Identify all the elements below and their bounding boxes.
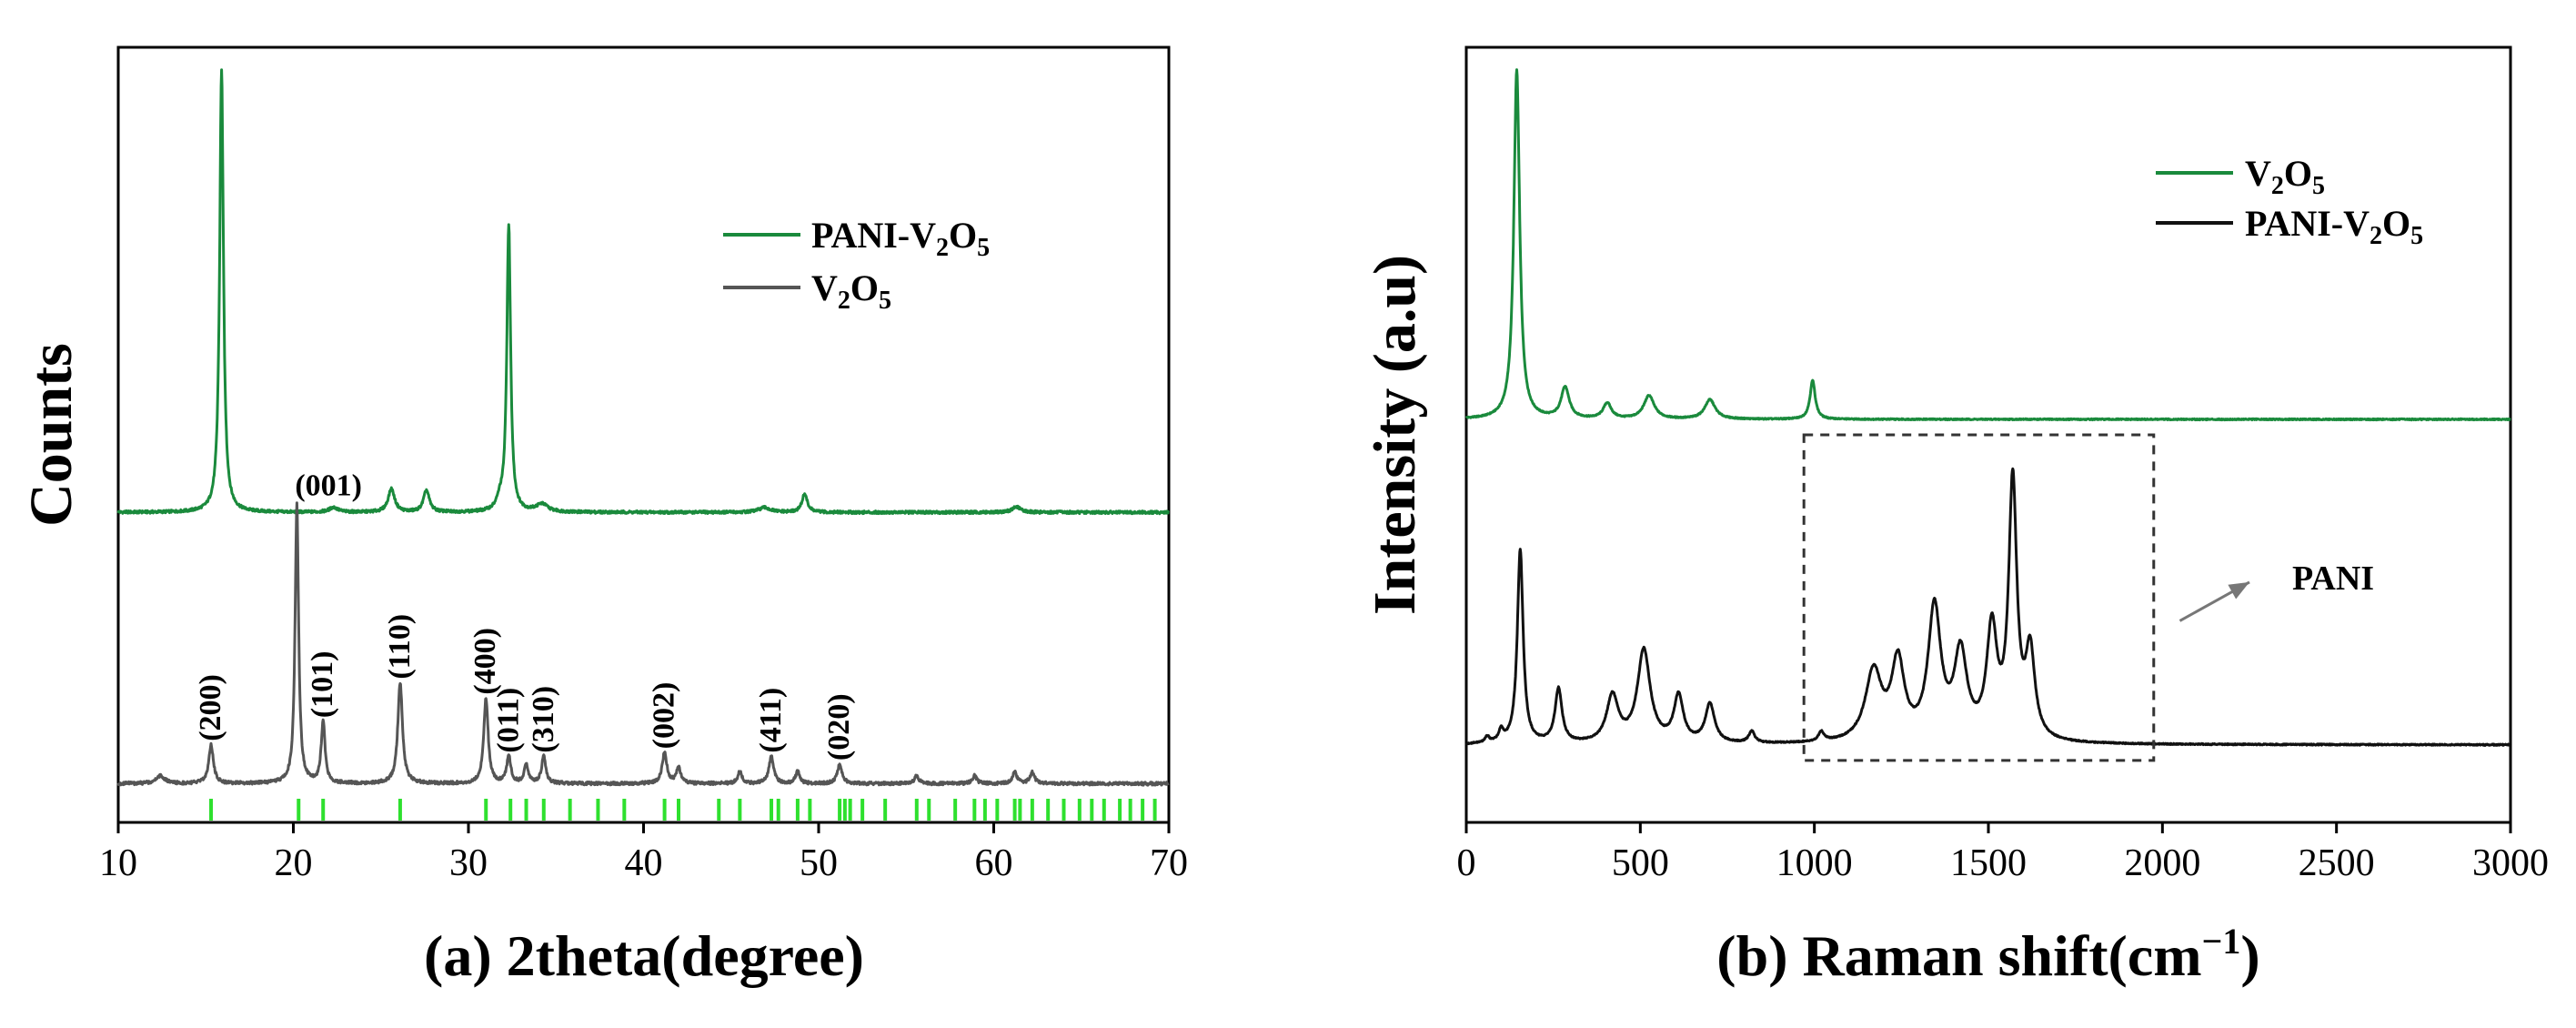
x-tick-label: 40	[625, 842, 663, 884]
x-tick-label: 50	[800, 842, 838, 884]
panel-b-pani-region	[1802, 433, 2156, 762]
peak-label: (020)	[822, 693, 856, 761]
pani-region-dashed-box	[1802, 433, 2156, 762]
legend-a-green-label: PANI-V2O5	[811, 215, 990, 262]
panel-a-peak-labels: (200) (001) (101) (110) (400)(011) (310) (002)…	[194, 469, 856, 761]
peak-label: (400)	[468, 628, 502, 695]
series-v2o5-line	[116, 501, 1170, 787]
peak-label: (011)	[491, 688, 525, 753]
panel-b-legend: V2O5 PANI-V2O5	[2156, 153, 2423, 250]
peak-label: (001)	[295, 469, 362, 503]
panel-a-x-axis-ticks: 10 20 30 40 50 60 70	[99, 822, 1188, 884]
x-tick-label: 60	[975, 842, 1013, 884]
x-tick-label: 70	[1150, 842, 1188, 884]
panel-a-series	[116, 68, 1170, 787]
pani-annotation-label: PANI	[2292, 559, 2374, 598]
peak-label: (002)	[648, 682, 681, 750]
panel-b-x-axis-ticks: 0 500 1000 1500 2000 2500 3000	[1457, 822, 2549, 884]
panel-a-legend: PANI-V2O5 V2O5	[723, 215, 990, 315]
panel-a-xrd: (200) (001) (101) (110) (400)(011) (310) (002)…	[18, 45, 1188, 988]
annotation-arrow-head	[2228, 581, 2249, 600]
peak-label: (310)	[527, 686, 560, 753]
x-tick-label: 20	[275, 842, 313, 884]
legend-b-black-label: PANI-V2O5	[2245, 203, 2423, 250]
legend-b-green-label: V2O5	[2245, 153, 2325, 200]
panel-b-raman: PANI 0 500 1000 1500 2000 2500 3000 Intensity …	[1362, 45, 2549, 988]
x-tick-label: 1500	[1950, 842, 2027, 884]
panel-a-y-axis-title: Counts	[18, 343, 85, 527]
x-tick-label: 10	[99, 842, 137, 884]
panel-b-x-axis-title: (b) Raman shift(cm−1)	[1716, 921, 2259, 988]
panel-b-annotation: PANI	[2179, 559, 2374, 622]
series-pani-v2o5-line	[1464, 467, 2511, 747]
x-tick-label: 30	[449, 842, 488, 884]
x-tick-label: 3000	[2472, 842, 2549, 884]
peak-label: (200)	[194, 674, 227, 741]
peak-label: (110)	[383, 614, 417, 680]
x-tick-label: 2000	[2124, 842, 2200, 884]
panel-b-y-axis-title: Intensity (a.u)	[1362, 255, 1428, 615]
x-tick-label: 2500	[2299, 842, 2375, 884]
legend-a-gray-label: V2O5	[811, 267, 891, 315]
peak-label: (411)	[754, 688, 788, 753]
panel-a-reference-lines	[209, 799, 1157, 821]
panel-a-x-axis-title: (a) 2theta(degree)	[424, 923, 864, 988]
panel-b-series	[1464, 68, 2511, 747]
x-tick-label: 0	[1457, 842, 1476, 884]
panel-a-plot-frame	[116, 45, 1171, 824]
series-pani-v2o5-line	[116, 68, 1170, 516]
series-v2o5-line	[1464, 68, 2511, 422]
x-tick-label: 500	[1612, 842, 1669, 884]
x-tick-label: 1000	[1776, 842, 1853, 884]
peak-label: (101)	[306, 651, 339, 719]
